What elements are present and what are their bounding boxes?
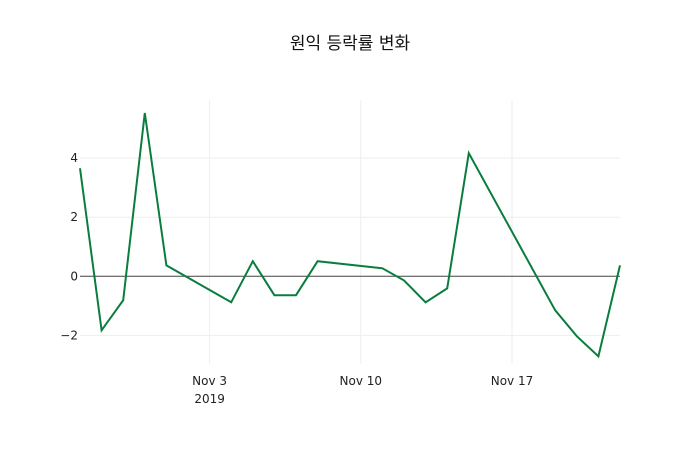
y-tick-label: 4	[70, 151, 78, 165]
x-tick-label: Nov 10	[340, 374, 383, 388]
y-tick-label: 2	[70, 210, 78, 224]
y-tick-label: −2	[60, 328, 78, 342]
series-line	[79, 112, 621, 359]
x-tick-label: Nov 17	[491, 374, 534, 388]
chart-title: 원익 등락률 변화	[290, 34, 411, 54]
y-axis-ticks: −2 0 2 4	[60, 151, 78, 342]
x-axis-ticks: Nov 3 2019 Nov 10 Nov 17	[192, 374, 533, 406]
x-tick-year-label: 2019	[194, 392, 225, 406]
y-tick-label: 0	[70, 269, 78, 283]
x-tick-label: Nov 3	[192, 374, 227, 388]
